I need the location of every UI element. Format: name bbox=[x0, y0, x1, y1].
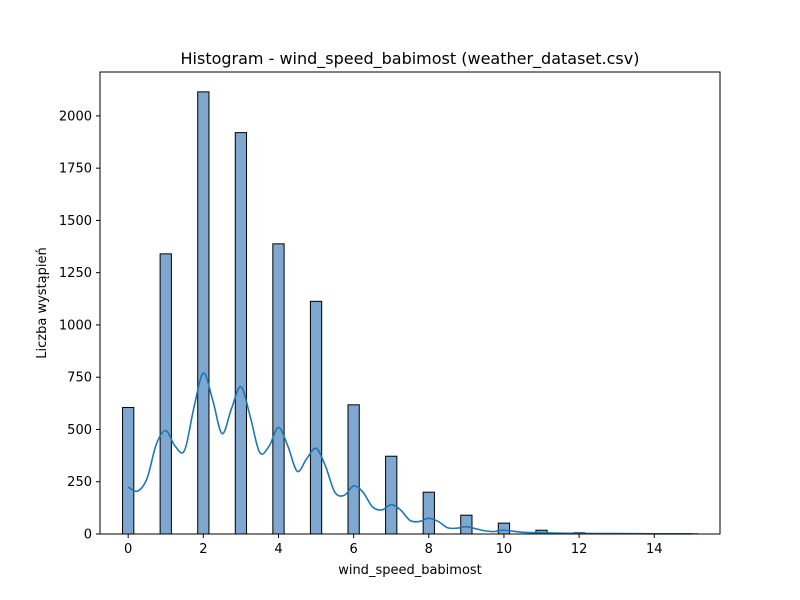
y-tick-label-1000: 1000 bbox=[59, 318, 92, 333]
plot-frame bbox=[99, 71, 721, 535]
histogram-bar-8 bbox=[422, 491, 435, 535]
histogram-bar-4 bbox=[272, 243, 285, 535]
y-tick-label-2000: 2000 bbox=[59, 109, 92, 124]
x-tick-label-8: 8 bbox=[425, 542, 433, 557]
histogram-bar-7 bbox=[385, 455, 398, 535]
x-axis-ticks: 0 2 4 6 8 10 12 14 bbox=[124, 534, 663, 557]
y-axis-label: Liczba wystąpień bbox=[35, 247, 50, 358]
x-axis-label: wind_speed_babimost bbox=[338, 563, 482, 578]
x-tick-label-2: 2 bbox=[199, 542, 207, 557]
x-tick-label-0: 0 bbox=[124, 542, 132, 557]
y-tick-label-0: 0 bbox=[84, 528, 92, 543]
histogram-bar-10 bbox=[497, 522, 511, 535]
y-tick-label-250: 250 bbox=[67, 475, 92, 490]
x-tick-label-6: 6 bbox=[349, 542, 357, 557]
y-tick-label-1250: 1250 bbox=[59, 266, 92, 281]
histogram-bar-9 bbox=[460, 514, 473, 535]
y-axis-ticks: 0 250 500 750 1000 1250 1500 1750 2000 bbox=[59, 109, 100, 543]
y-tick-label-1500: 1500 bbox=[59, 214, 92, 229]
x-tick-label-14: 14 bbox=[646, 542, 663, 557]
x-tick-label-12: 12 bbox=[571, 542, 588, 557]
y-tick-label-500: 500 bbox=[67, 423, 92, 438]
histogram-bar-5 bbox=[309, 300, 323, 535]
kde-layer bbox=[127, 372, 692, 535]
histogram-bar-1 bbox=[159, 253, 172, 535]
x-tick-label-4: 4 bbox=[274, 542, 282, 557]
y-tick-label-750: 750 bbox=[67, 371, 92, 386]
y-tick-label-1750: 1750 bbox=[59, 162, 92, 177]
histogram-bar-6 bbox=[347, 404, 360, 535]
chart-title: Histogram - wind_speed_babimost (weather… bbox=[181, 49, 640, 69]
x-tick-label-10: 10 bbox=[496, 542, 513, 557]
histogram-bar-2 bbox=[197, 91, 210, 535]
kde-curve bbox=[127, 372, 692, 535]
histogram-bar-0 bbox=[122, 407, 135, 535]
histogram-bar-3 bbox=[234, 132, 248, 535]
